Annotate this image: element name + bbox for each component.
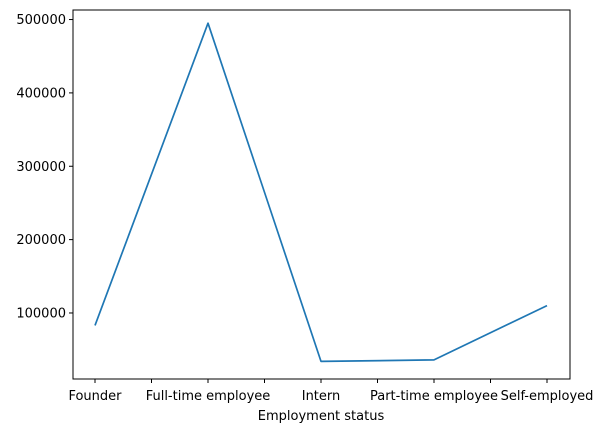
y-axis: 100000 200000 300000 400000 500000	[16, 13, 73, 321]
series-line	[94, 22, 548, 363]
y-tick-label: 300000	[16, 160, 66, 175]
x-tick-label: Full-time employee	[146, 389, 271, 404]
x-axis: Founder Full-time employee Intern Part-time…	[68, 379, 593, 404]
x-tick-label: Self-employed	[501, 389, 594, 404]
y-tick-label: 100000	[16, 306, 66, 321]
x-tick-label: Part-time employee	[370, 389, 498, 404]
plot-frame	[72, 9, 571, 380]
plot-area	[73, 10, 570, 379]
y-tick-label: 400000	[16, 86, 66, 101]
x-tick-label: Founder	[68, 389, 122, 404]
x-axis-label: Employment status	[258, 409, 385, 424]
series-layer	[94, 22, 548, 363]
x-tick-label: Intern	[302, 389, 341, 404]
y-tick-label: 500000	[16, 13, 66, 28]
y-tick-label: 200000	[16, 233, 66, 248]
